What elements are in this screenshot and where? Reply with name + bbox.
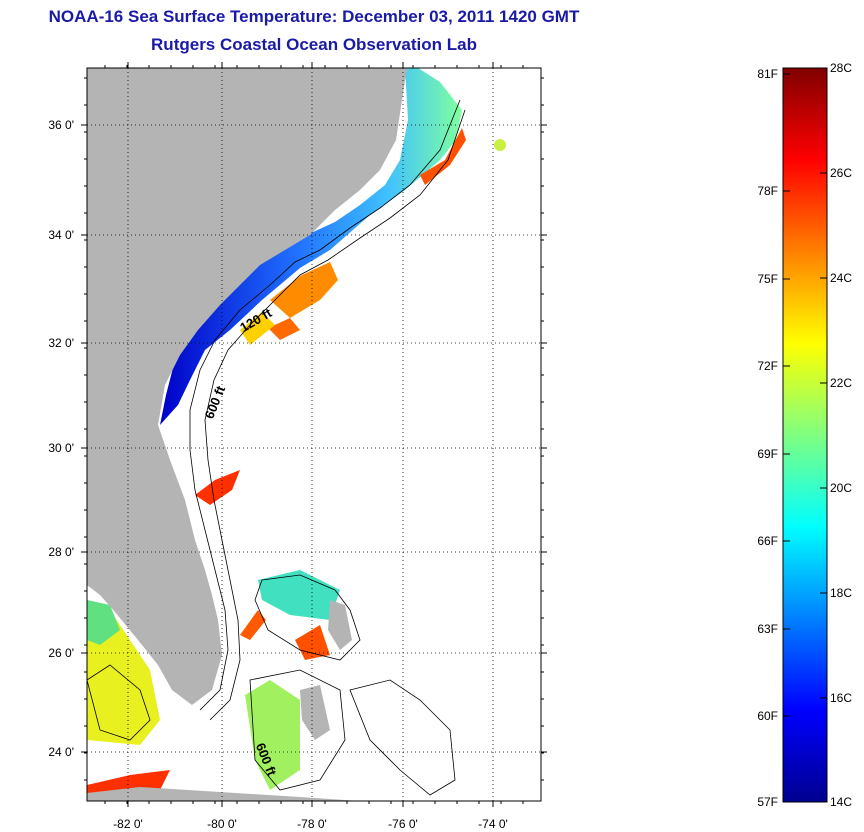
colorbar-celsius-labels: 28C 26C 24C 22C 20C 18C 16C 14C xyxy=(820,61,852,809)
lat-tick-label: 30 0' xyxy=(48,441,74,455)
map-area xyxy=(87,68,541,801)
colorbar-celsius-label: 14C xyxy=(830,795,852,809)
lat-tick-label: 26 0' xyxy=(48,646,74,660)
map-subtitle: Rutgers Coastal Ocean Observation Lab xyxy=(151,35,477,54)
sst-patch-small xyxy=(494,139,506,151)
sst-patch-gulfstream xyxy=(240,610,266,640)
map-frame xyxy=(86,67,542,802)
colorbar-celsius-label: 24C xyxy=(830,271,852,285)
lon-tick-label: -82 0' xyxy=(113,817,143,831)
colorbar-fahrenheit-label: 72F xyxy=(757,359,778,373)
colorbar-celsius-label: 16C xyxy=(830,691,852,705)
colorbar-fahrenheit-labels: 81F 78F 75F 72F 69F 66F 63F 60F 57F xyxy=(757,67,790,809)
colorbar-celsius-label: 28C xyxy=(830,61,852,75)
isobath-120ft xyxy=(189,99,461,711)
sst-patch-north xyxy=(420,128,466,185)
sst-patch-florida-hot xyxy=(195,470,240,505)
colorbar-fahrenheit-label: 57F xyxy=(757,795,778,809)
land-bahamas xyxy=(328,600,352,650)
coastal-sst-band xyxy=(160,68,462,425)
lat-tick-label: 28 0' xyxy=(48,545,74,559)
colorbar xyxy=(782,67,828,803)
land-us-southeast xyxy=(87,68,407,705)
lat-tick-label: 36 0' xyxy=(48,118,74,132)
land-bahamas xyxy=(300,685,330,740)
sst-patch-bahamas xyxy=(258,570,340,620)
isobath-bahamas xyxy=(254,574,361,661)
colorbar-celsius-label: 20C xyxy=(830,481,852,495)
colorbar-fahrenheit-label: 69F xyxy=(757,447,778,461)
colorbar-fahrenheit-label: 75F xyxy=(757,272,778,286)
colorbar-fahrenheit-label: 60F xyxy=(757,709,778,723)
lon-tick-label: -74 0' xyxy=(478,817,508,831)
colorbar-fahrenheit-label: 63F xyxy=(757,622,778,636)
lat-tick-label: 24 0' xyxy=(48,745,74,759)
lat-tick-label: 34 0' xyxy=(48,228,74,242)
sst-patch-gulf xyxy=(87,600,120,645)
sst-patch-bahamas xyxy=(245,680,300,790)
lat-tick-label: 32 0' xyxy=(48,336,74,350)
sst-patch-warm xyxy=(270,262,338,318)
lon-tick-label: -76 0' xyxy=(388,817,418,831)
longitude-axis: -82 0' -80 0' -78 0' -76 0' -74 0' xyxy=(113,817,508,831)
map-title: NOAA-16 Sea Surface Temperature: Decembe… xyxy=(48,7,580,26)
land-cuba xyxy=(87,787,360,801)
isobath-600ft xyxy=(204,109,466,721)
sst-patch-yellow xyxy=(240,312,275,345)
colorbar-fahrenheit-label: 81F xyxy=(757,67,778,81)
isobath-gulf xyxy=(87,664,151,741)
colorbar-fahrenheit-label: 78F xyxy=(757,184,778,198)
colorbar-celsius-label: 22C xyxy=(830,376,852,390)
colorbar-celsius-label: 18C xyxy=(830,586,852,600)
isobath-bahamas xyxy=(249,669,346,791)
colorbar-fahrenheit-label: 66F xyxy=(757,534,778,548)
sst-patch-warm xyxy=(268,318,300,340)
lon-tick-label: -78 0' xyxy=(297,817,327,831)
graticule xyxy=(81,62,547,807)
latitude-axis: 24 0' 26 0' 28 0' 30 0' 32 0' 34 0' 36 0' xyxy=(48,118,74,759)
isobath-bahamas xyxy=(349,679,456,796)
lon-tick-label: -80 0' xyxy=(207,817,237,831)
colorbar-celsius-label: 26C xyxy=(830,166,852,180)
